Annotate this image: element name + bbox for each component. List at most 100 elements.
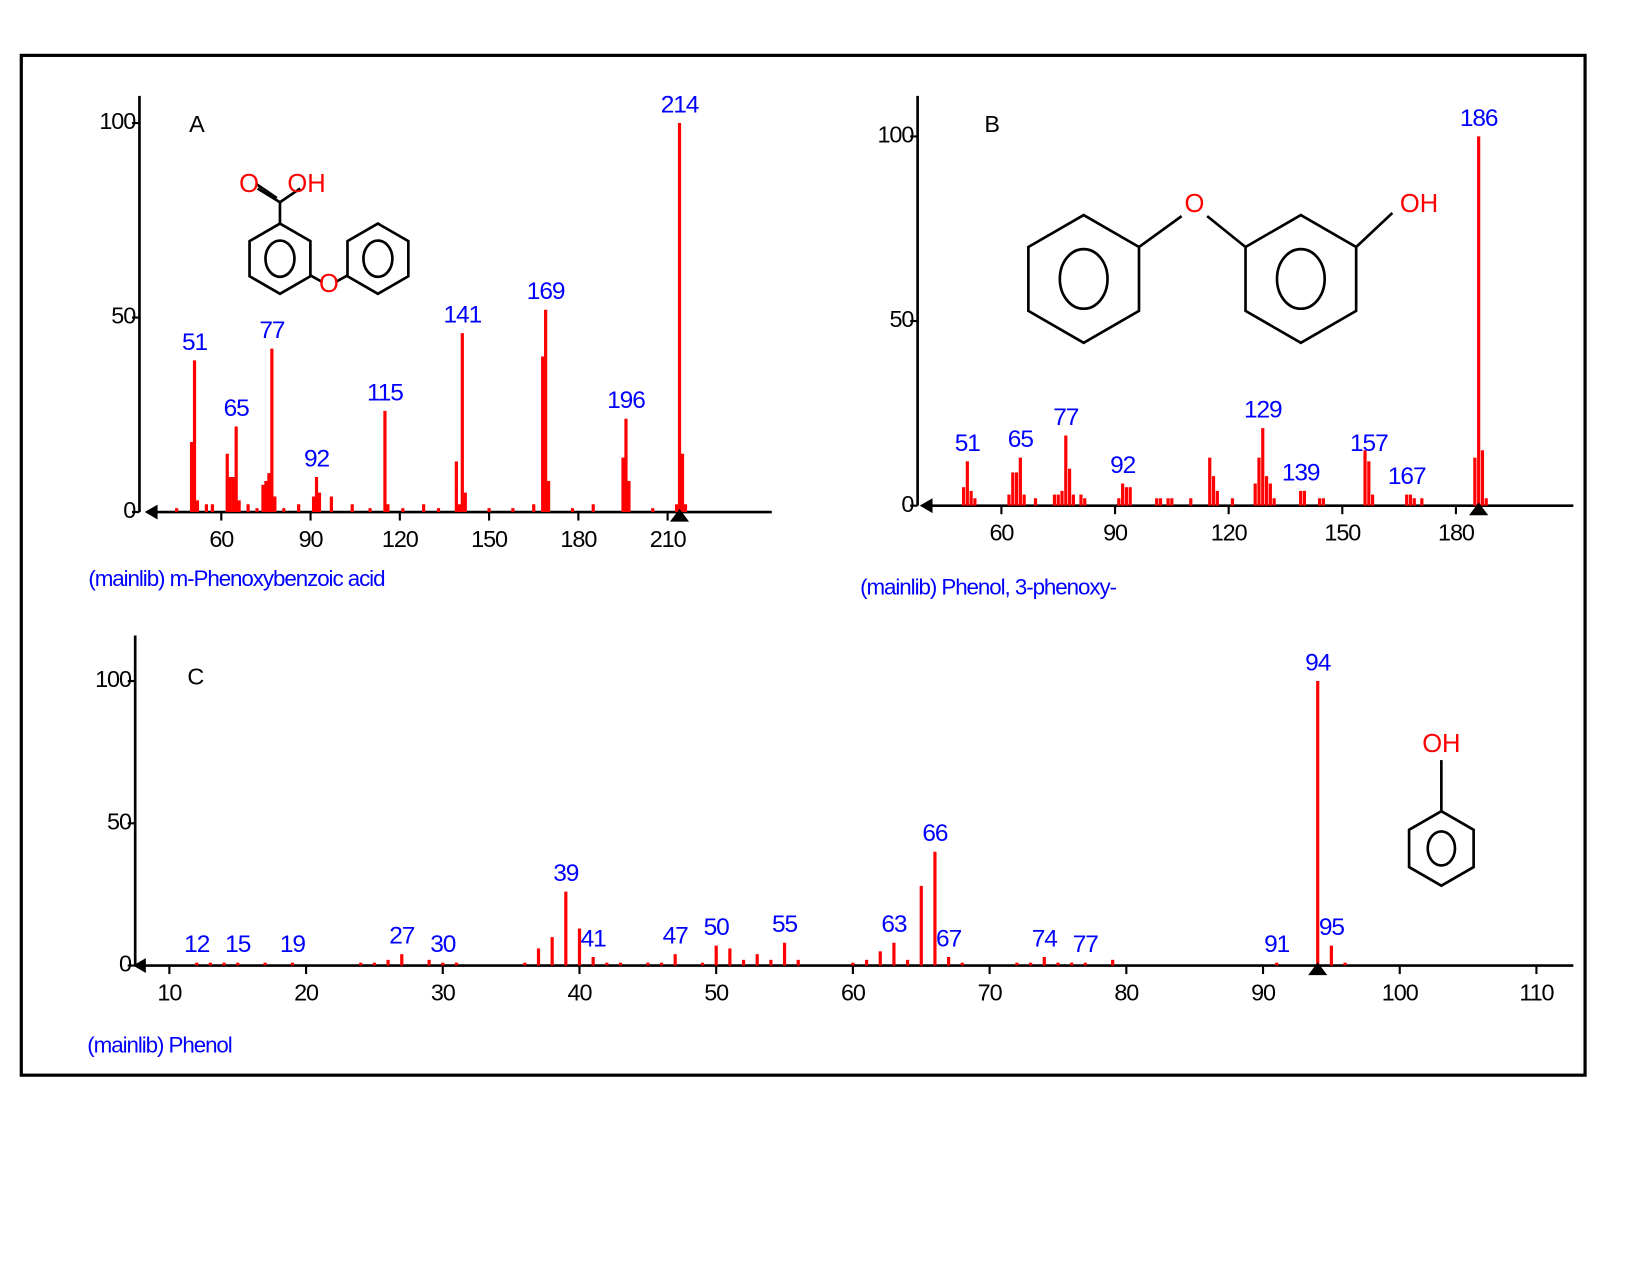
y-tick-label: 50 (111, 303, 136, 329)
x-tick-label: 110 (1519, 979, 1554, 1005)
aromatic-circle (1275, 247, 1327, 311)
peak-label: 139 (1282, 459, 1320, 486)
spectrum-title: (mainlib) Phenol, 3-phenoxy- (860, 575, 1116, 600)
y-tick-label: 100 (95, 666, 132, 692)
aromatic-circle (1058, 247, 1109, 311)
peak-label: 77 (1053, 404, 1079, 431)
benzene-ring (1407, 809, 1475, 888)
bond (256, 187, 281, 204)
x-tick-label: 150 (1324, 520, 1361, 546)
x-tick-label: 20 (294, 979, 319, 1005)
bond (1206, 215, 1247, 249)
bond (255, 183, 278, 200)
x-tick-label: 180 (1438, 520, 1475, 546)
peak-label: 115 (367, 379, 403, 406)
panel-label: B (984, 111, 1000, 137)
atom-label: OH (287, 170, 325, 198)
x-tick-label: 180 (560, 526, 597, 552)
axis-arrow (919, 498, 933, 514)
peak-label: 15 (225, 931, 251, 958)
aromatic-circle (264, 239, 296, 279)
peak-label: 19 (280, 931, 306, 958)
peak-label: 186 (1460, 105, 1498, 132)
peak-label: 196 (607, 387, 645, 414)
spectrum-title: (mainlib) m-Phenoxybenzoic acid (88, 566, 384, 591)
benzene-ring (1244, 213, 1358, 345)
y-tick-label: 100 (877, 122, 914, 148)
y-tick-label: 50 (107, 808, 132, 834)
benzene-ring (248, 222, 312, 296)
x-tick-label: 80 (1114, 979, 1139, 1005)
peak-label: 74 (1032, 925, 1058, 952)
bond (334, 274, 348, 284)
peak-label: 41 (581, 925, 607, 952)
peak-label: 169 (527, 278, 565, 305)
peak-label: 94 (1305, 649, 1331, 676)
atom-label: O (239, 170, 259, 198)
spectrum-title: (mainlib) Phenol (87, 1032, 232, 1057)
x-tick-label: 120 (382, 526, 419, 552)
bond (1355, 211, 1394, 248)
y-tick-label: 50 (889, 306, 914, 332)
base-marker (1308, 962, 1328, 976)
peak-label: 92 (304, 445, 330, 472)
peak-label: 51 (955, 430, 981, 457)
x-tick-label: 60 (209, 526, 234, 552)
peak-label: 77 (259, 317, 285, 344)
peak-label: 51 (182, 329, 208, 356)
peak-label: 65 (224, 395, 250, 422)
x-tick-label: 90 (1251, 979, 1276, 1005)
bond (310, 274, 324, 284)
y-tick-label: 0 (119, 951, 132, 977)
peak-label: 167 (1388, 463, 1426, 490)
peak-label: 214 (661, 91, 699, 118)
peak-label: 50 (704, 914, 730, 941)
base-marker (1469, 502, 1489, 516)
peak-label: 63 (881, 911, 907, 938)
x-tick-label: 100 (1382, 979, 1419, 1005)
peak-label: 91 (1264, 931, 1290, 958)
frame (19, 53, 1587, 1077)
x-tick-label: 60 (841, 979, 866, 1005)
peak-label: 67 (936, 925, 962, 952)
peak-label: 92 (1110, 452, 1136, 479)
x-tick-label: 150 (471, 526, 508, 552)
benzene-ring (1027, 213, 1141, 345)
x-tick-label: 90 (299, 526, 324, 552)
atom-label: OH (1422, 730, 1460, 758)
benzene-ring (346, 222, 410, 296)
y-tick-label: 0 (123, 497, 136, 523)
peak-label: 129 (1244, 397, 1282, 424)
axis-arrow (133, 958, 146, 973)
aromatic-circle (1426, 830, 1457, 867)
x-tick-label: 50 (704, 979, 729, 1005)
x-tick-label: 210 (650, 526, 687, 552)
x-tick-label: 40 (568, 979, 593, 1005)
peak-label: 47 (663, 923, 689, 950)
axis-arrow (144, 504, 158, 520)
x-tick-label: 90 (1103, 520, 1128, 546)
x-tick-label: 60 (989, 520, 1014, 546)
peak-label: 27 (389, 923, 415, 950)
y-tick-label: 100 (99, 108, 136, 134)
panel-label: C (187, 663, 204, 689)
aromatic-circle (362, 239, 394, 279)
peak-label: 55 (772, 911, 798, 938)
peak-label: 30 (430, 931, 456, 958)
peak-label: 65 (1008, 426, 1034, 453)
peak-label: 141 (443, 302, 481, 329)
peak-label: 12 (184, 931, 210, 958)
bond (1138, 215, 1183, 249)
bond (279, 187, 301, 204)
atom-label: O (319, 270, 339, 298)
peak-label: 39 (553, 860, 579, 887)
peak-label: 77 (1073, 931, 1099, 958)
x-tick-label: 10 (157, 979, 182, 1005)
atom-label: OH (1400, 190, 1438, 218)
x-tick-label: 30 (431, 979, 456, 1005)
x-tick-label: 120 (1211, 520, 1248, 546)
peak-label: 157 (1350, 430, 1388, 457)
y-tick-label: 0 (901, 491, 914, 517)
